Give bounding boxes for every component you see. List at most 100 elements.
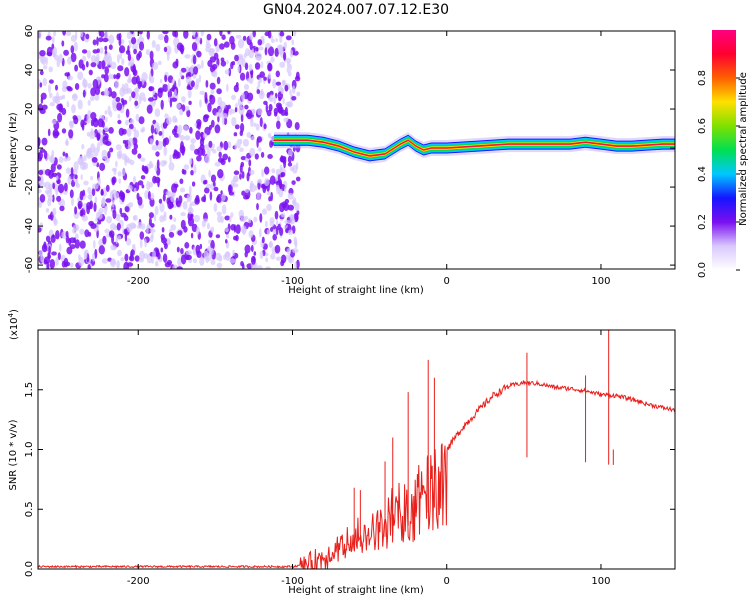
noise-speckle	[275, 219, 279, 226]
noise-speckle	[232, 175, 239, 183]
noise-speckle	[117, 65, 124, 72]
noise-speckle	[186, 109, 191, 118]
noise-speckle	[92, 39, 97, 46]
noise-speckle	[253, 216, 258, 223]
noise-speckle	[112, 245, 117, 251]
noise-speckle	[71, 104, 76, 114]
noise-speckle	[121, 128, 127, 135]
noise-speckle	[280, 155, 284, 163]
noise-speckle	[59, 205, 65, 212]
noise-speckle	[287, 70, 292, 77]
noise-speckle	[98, 207, 104, 214]
noise-speckle	[166, 51, 170, 62]
noise-speckle	[287, 192, 294, 200]
noise-speckle	[56, 195, 62, 202]
noise-speckle	[276, 120, 281, 130]
noise-speckle	[169, 214, 173, 220]
noise-speckle	[82, 79, 88, 88]
noise-speckle	[130, 118, 135, 125]
noise-speckle	[109, 190, 114, 201]
noise-speckle	[216, 262, 223, 269]
noise-speckle	[287, 149, 293, 158]
noise-speckle	[259, 117, 263, 128]
noise-speckle	[238, 106, 245, 115]
noise-speckle	[55, 175, 59, 181]
noise-speckle	[217, 169, 224, 179]
noise-speckle	[181, 146, 185, 156]
noise-speckle	[261, 236, 265, 244]
noise-speckle	[289, 49, 294, 58]
noise-speckle	[139, 81, 143, 88]
noise-speckle	[284, 84, 289, 92]
noise-speckle	[64, 182, 68, 192]
noise-speckle	[246, 78, 252, 83]
noise-speckle	[275, 37, 278, 43]
noise-speckle	[209, 82, 216, 90]
noise-speckle	[208, 48, 215, 57]
noise-speckle	[93, 240, 96, 249]
noise-speckle	[116, 151, 121, 157]
noise-speckle	[208, 124, 212, 131]
noise-speckle	[234, 143, 237, 150]
noise-speckle	[210, 247, 214, 256]
noise-speckle	[163, 46, 168, 53]
noise-speckle	[148, 160, 153, 168]
noise-speckle	[202, 133, 208, 139]
noise-speckle	[152, 90, 156, 96]
noise-speckle	[194, 84, 199, 90]
noise-speckle	[100, 188, 104, 196]
noise-speckle	[117, 235, 122, 241]
colorbar-tick-label: 0.2	[697, 214, 708, 230]
noise-speckle	[89, 191, 93, 202]
noise-speckle	[48, 245, 51, 256]
noise-speckle	[105, 184, 110, 192]
noise-speckle	[225, 239, 228, 244]
noise-speckle	[142, 165, 149, 173]
noise-speckle	[269, 94, 274, 103]
noise-speckle	[117, 53, 120, 64]
noise-speckle	[264, 166, 270, 175]
noise-speckle	[209, 191, 213, 201]
noise-speckle	[259, 250, 264, 260]
noise-speckle	[190, 80, 195, 88]
noise-speckle	[72, 168, 78, 175]
noise-speckle	[138, 36, 145, 44]
noise-speckle	[70, 34, 77, 43]
noise-speckle	[104, 66, 109, 75]
noise-speckle	[111, 199, 115, 208]
snr-series-line	[38, 379, 675, 569]
noise-speckle	[108, 126, 114, 134]
noise-speckle	[62, 151, 66, 157]
noise-speckle	[212, 149, 217, 154]
noise-speckle	[69, 262, 74, 268]
noise-speckle	[165, 191, 172, 196]
noise-speckle	[52, 182, 55, 190]
noise-speckle	[215, 252, 222, 261]
x-tick-label: 0	[444, 276, 450, 287]
noise-speckle	[133, 175, 136, 184]
noise-speckle	[221, 116, 225, 125]
noise-speckle	[102, 235, 107, 245]
noise-speckle	[73, 161, 79, 171]
noise-speckle	[184, 135, 191, 141]
noise-speckle	[294, 213, 299, 221]
noise-speckle	[233, 132, 238, 137]
noise-speckle	[219, 43, 225, 50]
noise-speckle	[90, 112, 97, 120]
noise-speckle	[190, 138, 196, 144]
noise-speckle	[283, 117, 289, 123]
noise-speckle	[267, 132, 272, 139]
noise-speckle	[40, 254, 45, 263]
noise-speckle	[132, 137, 138, 146]
noise-speckle	[188, 185, 192, 195]
noise-speckle	[41, 104, 48, 110]
noise-speckle	[44, 168, 52, 176]
noise-speckle	[74, 206, 78, 215]
colorbar-tick-label: 0.0	[697, 262, 708, 278]
noise-speckle	[133, 143, 138, 150]
noise-speckle	[249, 147, 256, 157]
noise-speckle	[182, 169, 187, 175]
noise-speckle	[255, 123, 260, 131]
y-tick-label: 60	[24, 25, 35, 38]
noise-speckle	[259, 213, 263, 223]
